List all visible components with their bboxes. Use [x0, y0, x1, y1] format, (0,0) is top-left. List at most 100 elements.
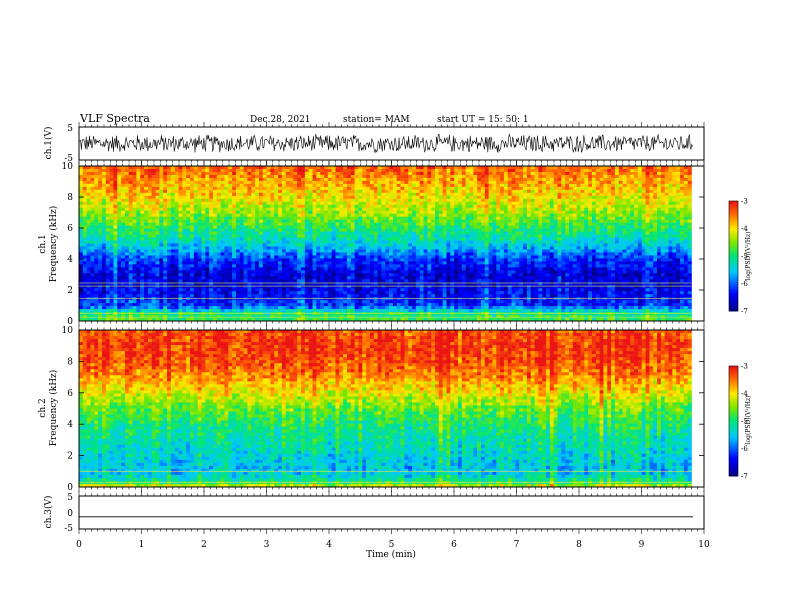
spectrogram-cell	[178, 264, 183, 268]
spectrogram-cell	[412, 318, 417, 322]
spectrogram-cell	[316, 213, 321, 217]
spectrogram-cell	[105, 318, 110, 322]
spectrogram-cell	[101, 288, 107, 292]
spectrogram-cell	[266, 166, 271, 170]
spectrogram-cell	[94, 255, 99, 259]
spectrogram-cell	[140, 240, 145, 244]
spectrogram-cell	[289, 246, 294, 250]
spectrogram-cell	[335, 309, 340, 313]
spectrogram-cell	[289, 222, 294, 226]
spectrogram-cell	[182, 180, 187, 185]
spectrogram-cell	[147, 228, 153, 232]
spectrogram-cell	[270, 171, 275, 176]
spectrogram-cell	[327, 213, 332, 217]
spectrogram-cell	[324, 291, 329, 295]
spectrogram-cell	[255, 207, 260, 212]
spectrogram-cell	[354, 186, 359, 191]
spectrogram-cell	[369, 300, 375, 304]
spectrogram-cell	[354, 279, 359, 283]
spectrogram-cell	[285, 240, 290, 244]
spectrogram-cell	[419, 243, 424, 247]
spectrogram-cell	[121, 255, 126, 259]
spectrogram-cell	[105, 252, 110, 256]
spectrogram-cell	[392, 267, 398, 271]
spectrogram-cell	[404, 255, 409, 259]
spectrogram-cell	[101, 192, 107, 197]
spectrogram-cell	[262, 261, 267, 265]
spectrogram-cell	[101, 183, 107, 188]
spectrogram-cell	[186, 222, 191, 226]
spectrogram-cell	[366, 177, 371, 182]
spectrogram-cell	[270, 294, 275, 298]
spectrogram-cell	[339, 285, 344, 289]
spectrogram-cell	[136, 219, 141, 223]
spectrogram-cell	[201, 171, 206, 176]
spectrogram-cell	[163, 267, 168, 271]
spectrogram-cell	[381, 306, 386, 310]
spectrogram-cell	[186, 270, 191, 274]
spectrogram-cell	[151, 240, 156, 244]
spectrogram-cell	[308, 225, 313, 229]
spectrogram-cell	[182, 177, 187, 182]
spectrogram-cell	[362, 288, 367, 292]
spectrogram-cell	[258, 303, 264, 307]
spectrogram-cell	[442, 258, 447, 262]
spectrogram-cell	[373, 300, 378, 304]
spectrogram-cell	[262, 168, 267, 173]
spectrogram-cell	[220, 180, 225, 185]
spectrogram-cell	[212, 222, 218, 226]
spectrogram-cell	[392, 225, 398, 229]
spectrogram-cell	[117, 195, 122, 200]
spectrogram-cell	[243, 306, 248, 310]
spectrogram-cell	[350, 258, 355, 262]
spectrogram-cell	[358, 225, 363, 229]
spectrogram-cell	[170, 261, 176, 265]
spectrogram-cell	[178, 309, 183, 313]
spectrogram-cell	[147, 261, 153, 265]
spectrogram-cell	[362, 231, 367, 235]
spectrogram-cell	[86, 228, 91, 232]
spectrogram-cell	[193, 303, 198, 307]
spectrogram-cell	[178, 267, 183, 271]
spectrogram-cell	[400, 213, 405, 217]
spectrogram-cell	[320, 225, 325, 229]
spectrogram-cell	[105, 189, 110, 194]
spectrogram-cell	[186, 210, 191, 214]
spectrogram-cell	[415, 255, 421, 259]
spectrogram-cell	[362, 213, 367, 217]
spectrogram-cell	[385, 279, 390, 283]
spectrogram-cell	[243, 291, 248, 295]
spectrogram-cell	[243, 201, 248, 206]
spectrogram-cell	[293, 306, 298, 310]
spectrogram-cell	[278, 195, 283, 200]
spectrogram-cell	[174, 249, 179, 253]
spectrogram-cell	[293, 288, 298, 292]
spectrogram-cell	[113, 276, 118, 280]
spectrogram-cell	[427, 258, 432, 262]
spectrogram-cell	[320, 192, 325, 197]
spectrogram-cell	[186, 276, 191, 280]
spectrogram-cell	[190, 255, 195, 259]
spectrogram-cell	[278, 198, 283, 203]
spectrogram-cell	[235, 270, 241, 274]
spectrogram-cell	[128, 186, 133, 191]
spectrogram-cell	[266, 294, 271, 298]
spectrogram-cell	[297, 285, 302, 289]
spectrogram-cell	[163, 246, 168, 250]
spectrogram-cell	[396, 234, 401, 238]
spectrogram-cell	[159, 186, 164, 191]
spectrogram-cell	[377, 177, 382, 182]
spectrogram-cell	[174, 201, 179, 206]
spectrogram-cell	[90, 270, 95, 274]
spectrogram-cell	[438, 258, 443, 262]
spectrogram-cell	[167, 306, 172, 310]
spectrogram-cell	[193, 294, 198, 298]
spectrogram-cell	[170, 166, 176, 170]
spectrogram-cell	[136, 294, 141, 298]
spectrogram-cell	[389, 315, 394, 319]
spectrogram-cell	[266, 225, 271, 229]
spectrogram-cell	[274, 270, 279, 274]
spectrogram-cell	[304, 243, 309, 247]
spectrogram-cell	[343, 312, 348, 316]
spectrogram-cell	[258, 195, 264, 200]
